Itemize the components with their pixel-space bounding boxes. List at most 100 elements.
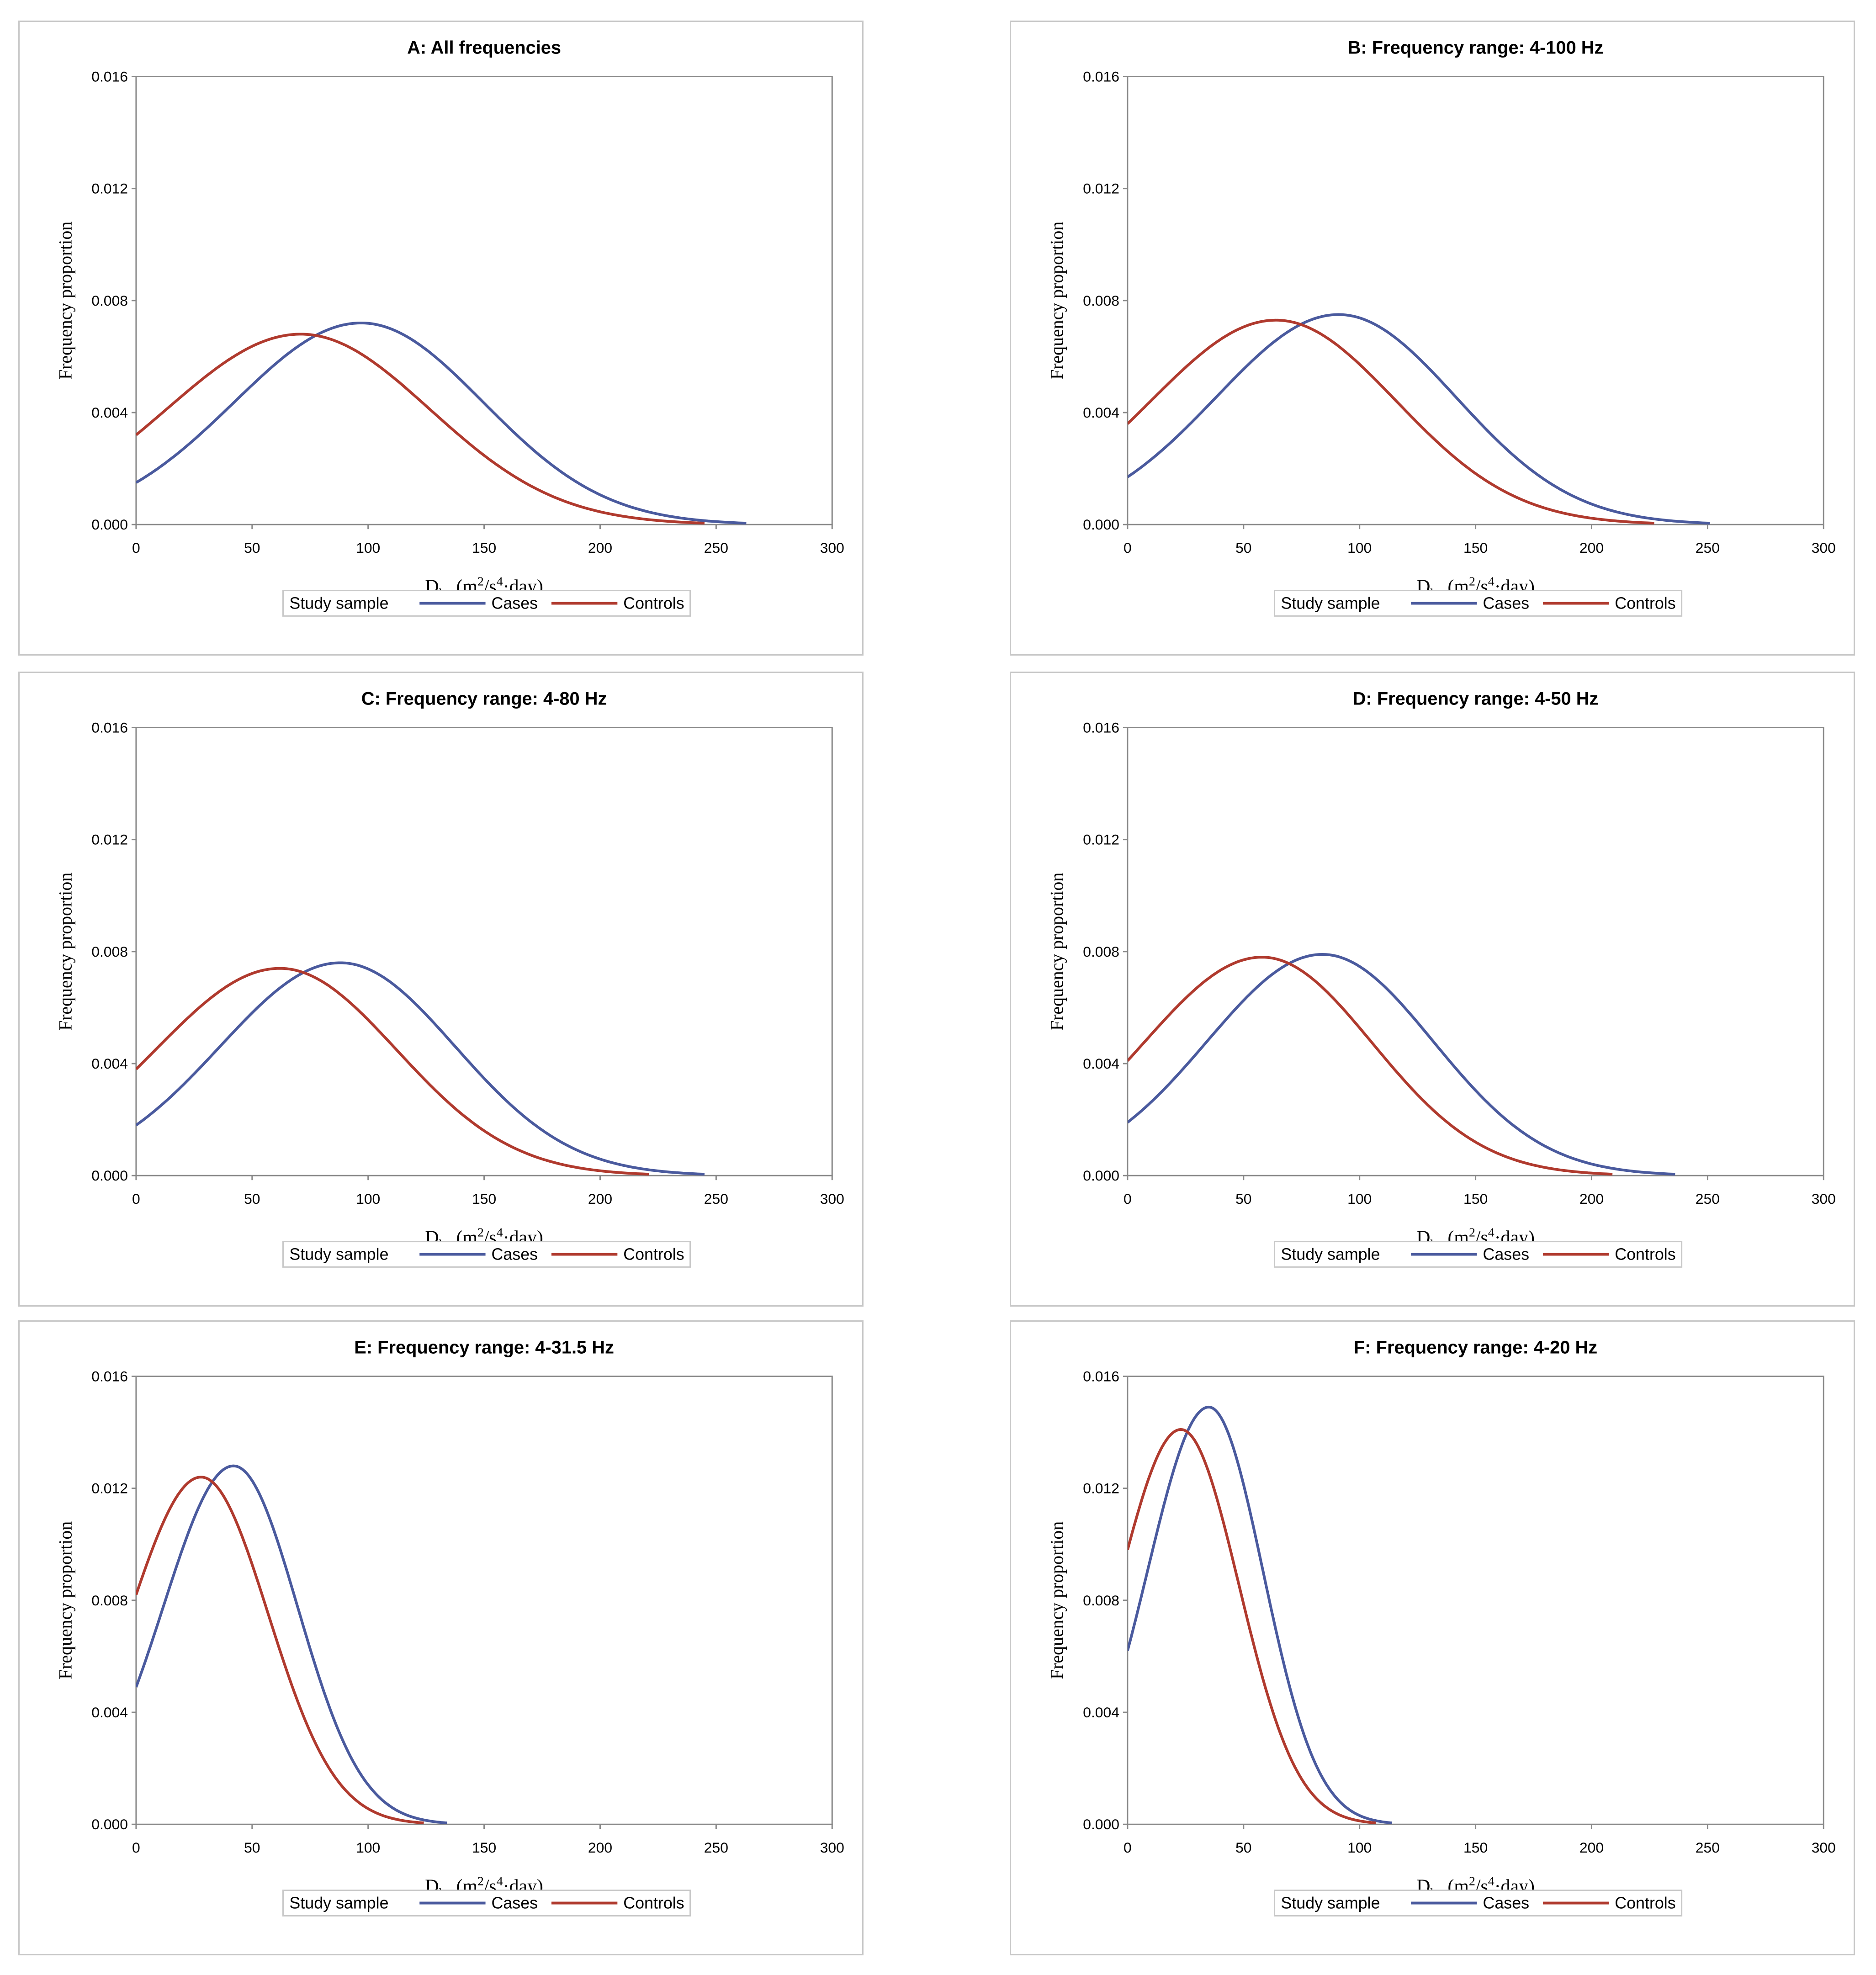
x-tick-label: 0 <box>132 1191 140 1207</box>
y-tick-label: 0.008 <box>91 1592 128 1609</box>
x-tick-label: 250 <box>704 1839 728 1856</box>
y-tick-label: 0.004 <box>91 1055 128 1072</box>
y-tick-label: 0.008 <box>1083 1592 1119 1609</box>
y-tick-label: 0.004 <box>1083 1704 1119 1721</box>
x-tick-label: 300 <box>820 1839 844 1856</box>
x-tick-label: 50 <box>1235 540 1251 556</box>
legend-title: Study sample <box>289 1894 388 1912</box>
y-tick-label: 0.000 <box>1083 1167 1119 1184</box>
chart-panel-d: D: Frequency range: 4-50 Hz 0.000 0.004 0.0… <box>1010 672 1855 1307</box>
legend-box <box>1274 590 1683 617</box>
x-tick-label: 300 <box>1812 540 1836 556</box>
legend: Study sample Cases Controls <box>282 1241 691 1268</box>
y-tick-label: 0.016 <box>91 68 128 85</box>
legend-label-controls: Controls <box>1615 1245 1675 1263</box>
x-tick-label: 100 <box>356 540 380 556</box>
y-tick-label: 0.012 <box>91 1480 128 1497</box>
legend-box <box>1274 1241 1683 1268</box>
x-tick-label: 300 <box>1812 1839 1836 1856</box>
x-tick-label: 150 <box>472 540 496 556</box>
x-tick-label: 100 <box>356 1191 380 1207</box>
series-line-cases <box>136 1464 447 1825</box>
plot-frame <box>1127 726 1824 1176</box>
y-tick-label: 0.004 <box>91 404 128 421</box>
y-tick-label: 0.016 <box>1083 719 1119 736</box>
legend: Study sample Cases Controls <box>1274 590 1683 617</box>
y-axis-label: Frequency proportion <box>56 222 76 380</box>
legend-title: Study sample <box>289 1245 388 1263</box>
x-tick-label: 100 <box>1347 1191 1372 1207</box>
chart-panel-e: E: Frequency range: 4-31.5 Hz 0.000 0.004 0… <box>18 1320 864 1955</box>
plot-frame <box>135 726 833 1176</box>
x-tick-label: 200 <box>588 1191 612 1207</box>
y-axis-label: Frequency proportion <box>56 873 76 1031</box>
x-tick-label: 50 <box>244 1191 260 1207</box>
x-tick-label: 300 <box>820 1191 844 1207</box>
x-tick-label: 0 <box>1123 1839 1132 1856</box>
series-line-controls <box>136 967 649 1176</box>
chart-svg: B: Frequency range: 4-100 Hz 0.000 0.004 0.… <box>1047 38 1836 617</box>
chart-svg: A: All frequencies 0.000 0.004 0.008 0.012 0.… <box>56 38 844 617</box>
chart-title: D: Frequency range: 4-50 Hz <box>1353 689 1599 709</box>
y-tick-label: 0.016 <box>91 719 128 736</box>
legend: Study sample Cases Controls <box>282 590 691 617</box>
legend-label-cases: Cases <box>1483 1245 1530 1263</box>
legend-box <box>1274 1890 1683 1917</box>
legend-title: Study sample <box>1281 594 1380 612</box>
x-tick-label: 250 <box>704 540 728 556</box>
chart-title: B: Frequency range: 4-100 Hz <box>1348 38 1604 58</box>
x-tick-label: 0 <box>1123 540 1132 556</box>
x-tick-label: 150 <box>1463 540 1488 556</box>
y-tick-label: 0.012 <box>1083 831 1119 848</box>
x-tick-label: 250 <box>704 1191 728 1207</box>
y-axis-label: Frequency proportion <box>1047 1521 1067 1679</box>
series-line-controls <box>1127 318 1654 525</box>
y-tick-label: 0.000 <box>91 1816 128 1832</box>
x-tick-label: 100 <box>1347 1839 1372 1856</box>
x-tick-label: 250 <box>1696 540 1720 556</box>
legend-label-controls: Controls <box>623 1245 684 1263</box>
legend-label-cases: Cases <box>1483 1894 1530 1912</box>
y-tick-label: 0.008 <box>1083 943 1119 960</box>
chart-svg: F: Frequency range: 4-20 Hz 0.000 0.004 0.0… <box>1047 1338 1836 1917</box>
y-tick-label: 0.000 <box>1083 1816 1119 1832</box>
x-tick-label: 50 <box>244 1839 260 1856</box>
x-tick-label: 150 <box>1463 1191 1488 1207</box>
chart-title: A: All frequencies <box>407 38 561 58</box>
legend-label-cases: Cases <box>492 1245 538 1263</box>
series-line-controls <box>1127 1428 1376 1825</box>
legend-title: Study sample <box>1281 1894 1380 1912</box>
x-tick-label: 0 <box>132 1839 140 1856</box>
legend-title: Study sample <box>1281 1245 1380 1263</box>
x-tick-label: 250 <box>1696 1191 1720 1207</box>
y-tick-label: 0.004 <box>91 1704 128 1721</box>
x-tick-label: 300 <box>820 540 844 556</box>
plot-frame <box>135 1375 833 1825</box>
x-tick-label: 250 <box>1696 1839 1720 1856</box>
series-line-cases <box>136 961 705 1176</box>
chart-svg: E: Frequency range: 4-31.5 Hz 0.000 0.004 0… <box>56 1338 844 1917</box>
legend-title: Study sample <box>289 594 388 612</box>
chart-title: C: Frequency range: 4-80 Hz <box>361 689 607 709</box>
legend-label-cases: Cases <box>492 594 538 612</box>
legend: Study sample Cases Controls <box>282 1890 691 1917</box>
legend: Study sample Cases Controls <box>1274 1890 1683 1917</box>
chart-svg: D: Frequency range: 4-50 Hz 0.000 0.004 0.0… <box>1047 689 1836 1268</box>
y-tick-label: 0.012 <box>91 180 128 197</box>
series-line-controls <box>1127 956 1613 1176</box>
y-axis-label: Frequency proportion <box>1047 873 1067 1031</box>
x-tick-label: 50 <box>1235 1839 1251 1856</box>
x-tick-label: 300 <box>1812 1191 1836 1207</box>
x-tick-label: 200 <box>1579 540 1604 556</box>
y-tick-label: 0.004 <box>1083 404 1119 421</box>
plot-frame <box>1127 75 1824 525</box>
x-tick-label: 200 <box>588 1839 612 1856</box>
x-tick-label: 200 <box>588 540 612 556</box>
chart-title: E: Frequency range: 4-31.5 Hz <box>354 1338 614 1358</box>
series-line-controls <box>136 333 705 525</box>
chart-panel-b: B: Frequency range: 4-100 Hz 0.000 0.004 0.… <box>1010 21 1855 656</box>
legend-label-controls: Controls <box>623 1894 684 1912</box>
y-tick-label: 0.016 <box>91 1368 128 1384</box>
chart-svg: C: Frequency range: 4-80 Hz 0.000 0.004 0.0… <box>56 689 844 1268</box>
x-tick-label: 200 <box>1579 1191 1604 1207</box>
